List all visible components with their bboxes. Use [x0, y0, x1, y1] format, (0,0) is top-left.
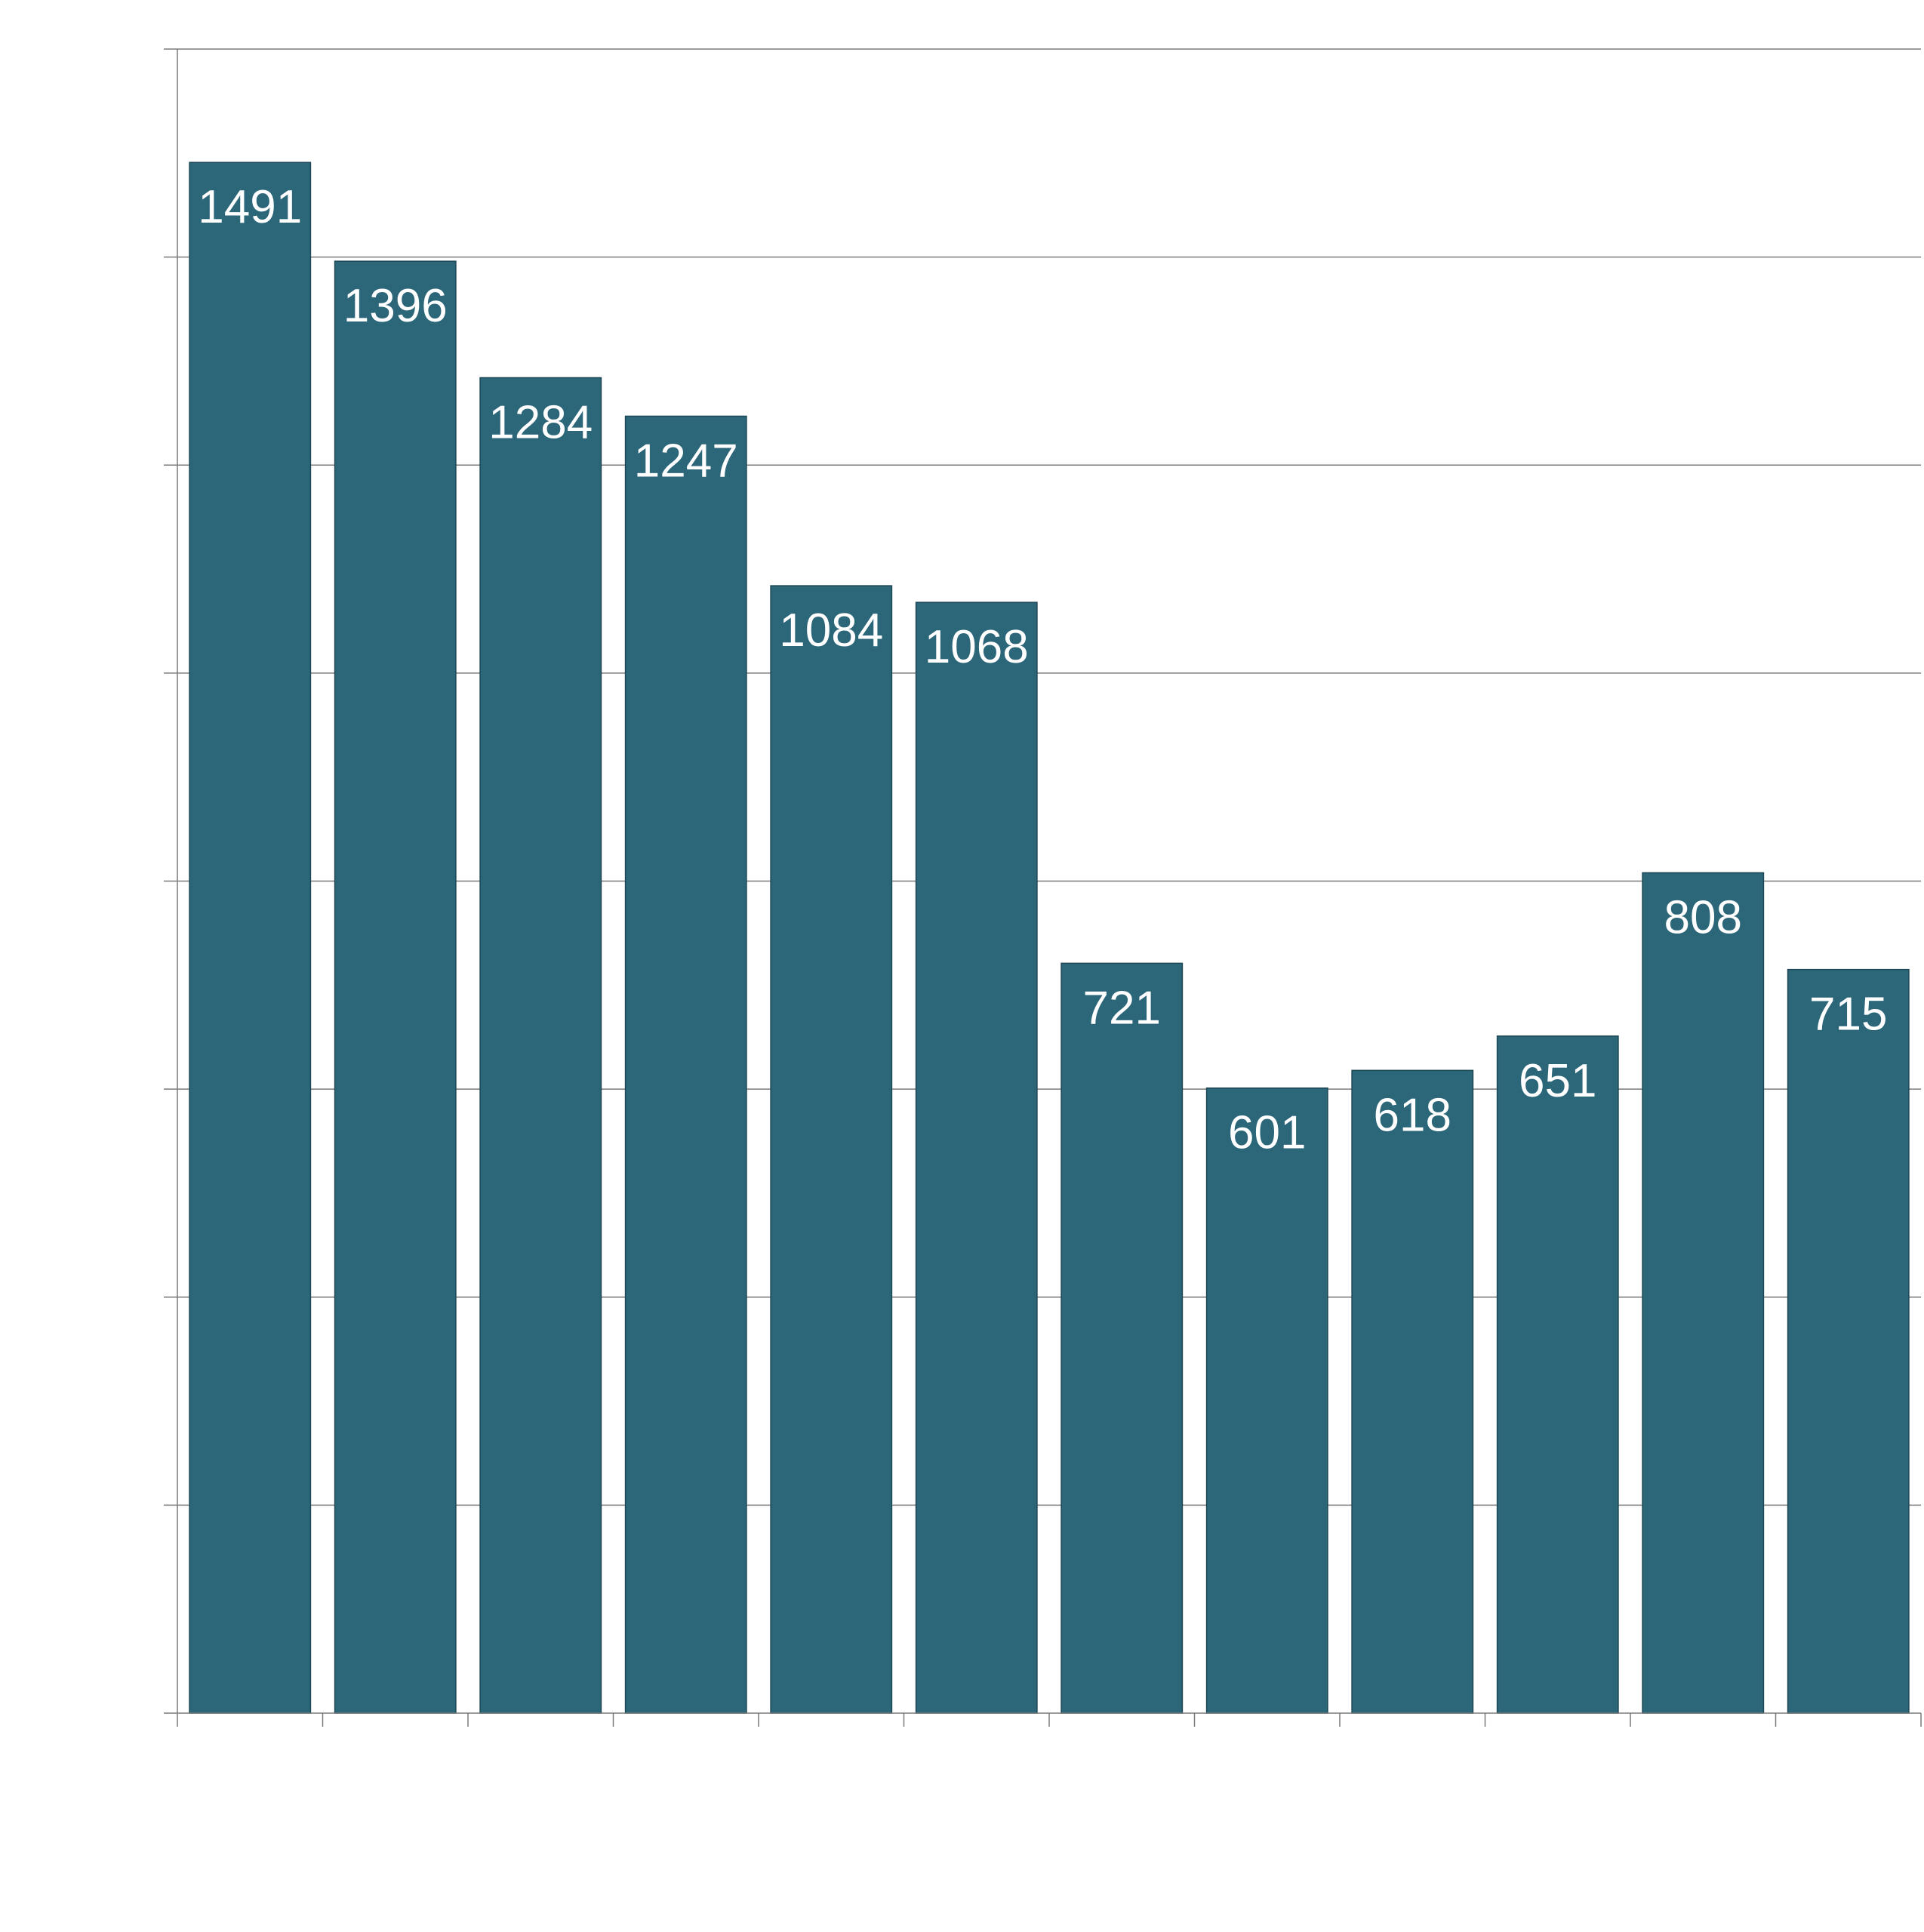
bar [1205, 1087, 1328, 1714]
bar [1642, 872, 1765, 1714]
bar [624, 415, 747, 1714]
bar [334, 260, 457, 1714]
bar [1061, 962, 1184, 1714]
bar [770, 585, 893, 1714]
bar [479, 377, 602, 1714]
data-label: 651 [1519, 1055, 1596, 1107]
data-label: 808 [1664, 891, 1742, 943]
data-label: 1247 [634, 435, 738, 487]
bar [1496, 1035, 1619, 1714]
data-label: 601 [1228, 1107, 1306, 1159]
data-labels: 1491 1396 1284 1247 1084 1068 721 601 618 651 808 7… [198, 181, 1887, 1159]
data-label: 1084 [779, 605, 883, 657]
data-label: 1491 [198, 181, 302, 233]
data-label: 1068 [925, 621, 1029, 673]
data-label: 721 [1083, 982, 1161, 1034]
bar [915, 601, 1038, 1714]
data-label: 715 [1809, 989, 1887, 1041]
bars [189, 162, 1910, 1714]
bar [189, 162, 312, 1714]
bar [1787, 968, 1910, 1714]
data-label: 1284 [488, 396, 593, 448]
axes [164, 48, 1922, 1727]
bar [1351, 1069, 1474, 1714]
data-label: 618 [1374, 1089, 1451, 1141]
data-label: 1396 [343, 280, 448, 332]
gridlines [177, 48, 1921, 1506]
